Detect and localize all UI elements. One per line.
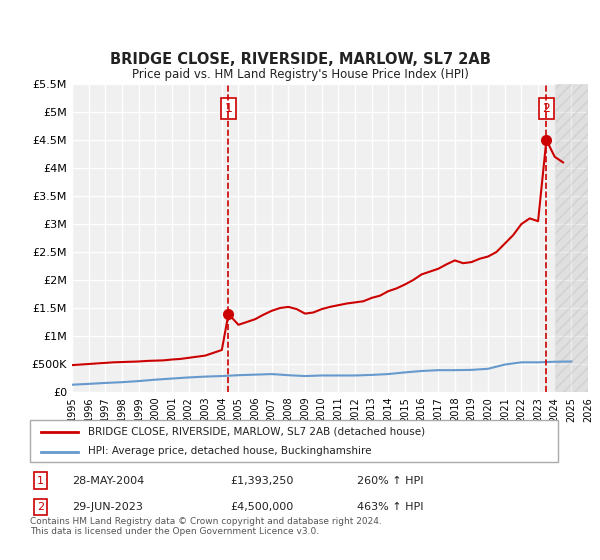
Text: £1,393,250: £1,393,250 <box>230 476 294 486</box>
Bar <box>555 84 588 392</box>
Text: Contains HM Land Registry data © Crown copyright and database right 2024.
This d: Contains HM Land Registry data © Crown c… <box>30 517 382 536</box>
Text: £4,500,000: £4,500,000 <box>230 502 294 512</box>
Text: BRIDGE CLOSE, RIVERSIDE, MARLOW, SL7 2AB: BRIDGE CLOSE, RIVERSIDE, MARLOW, SL7 2AB <box>110 52 490 67</box>
Text: Price paid vs. HM Land Registry's House Price Index (HPI): Price paid vs. HM Land Registry's House … <box>131 68 469 81</box>
Text: 2: 2 <box>37 502 44 512</box>
Text: BRIDGE CLOSE, RIVERSIDE, MARLOW, SL7 2AB (detached house): BRIDGE CLOSE, RIVERSIDE, MARLOW, SL7 2AB… <box>88 427 425 437</box>
Text: HPI: Average price, detached house, Buckinghamshire: HPI: Average price, detached house, Buck… <box>88 446 371 456</box>
FancyBboxPatch shape <box>30 420 558 462</box>
Text: 28-MAY-2004: 28-MAY-2004 <box>72 476 145 486</box>
Text: 260% ↑ HPI: 260% ↑ HPI <box>358 476 424 486</box>
Text: 463% ↑ HPI: 463% ↑ HPI <box>358 502 424 512</box>
Text: 29-JUN-2023: 29-JUN-2023 <box>72 502 143 512</box>
Text: 2: 2 <box>542 102 550 115</box>
Text: 1: 1 <box>224 102 232 115</box>
Text: 1: 1 <box>37 476 44 486</box>
